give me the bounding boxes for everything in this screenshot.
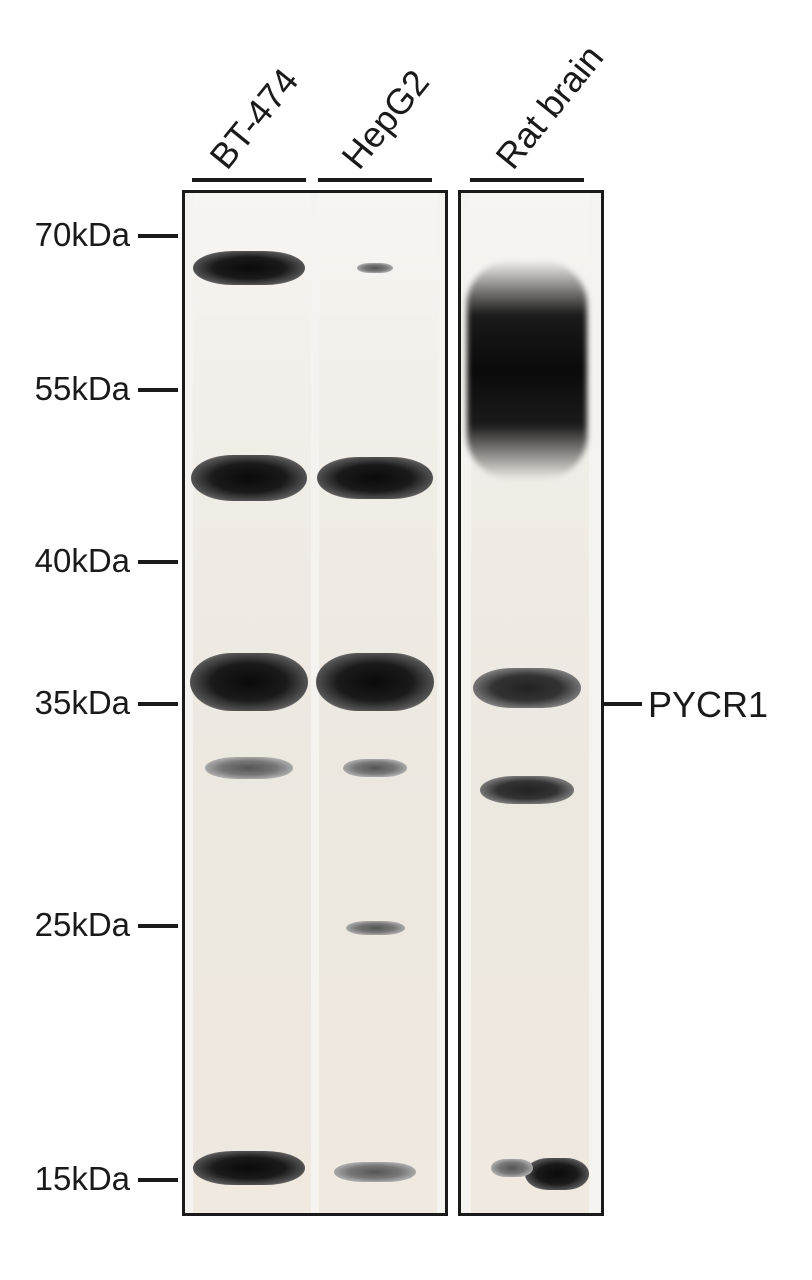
blot-band <box>316 653 434 711</box>
blot-band <box>491 1159 532 1177</box>
blot-band <box>191 455 307 501</box>
sample-label-bt474: BT-474 <box>201 60 307 177</box>
marker-tick <box>138 234 178 238</box>
sample-underline <box>192 178 306 182</box>
blot-band <box>193 251 305 285</box>
blot-band <box>193 1151 305 1185</box>
sample-underline <box>470 178 584 182</box>
blot-band <box>480 776 574 804</box>
target-tick <box>602 702 642 706</box>
blot-band <box>317 457 433 499</box>
marker-tick <box>138 560 178 564</box>
blot-band <box>346 921 405 935</box>
sample-label-ratbrain: Rat brain <box>487 37 612 177</box>
blot-band <box>525 1158 590 1190</box>
blot-band <box>343 759 408 777</box>
marker-tick <box>138 702 178 706</box>
target-label: PYCR1 <box>648 684 768 726</box>
marker-tick <box>138 388 178 392</box>
sample-label-hepg2: HepG2 <box>333 62 437 177</box>
marker-label: 35kDa <box>0 684 130 722</box>
blot-smear <box>467 260 587 480</box>
sample-underline <box>318 178 432 182</box>
blot-band <box>473 668 582 708</box>
blot-band <box>205 757 294 779</box>
blot-band <box>190 653 308 711</box>
marker-tick <box>138 1178 178 1182</box>
blot-band <box>334 1162 417 1182</box>
marker-label: 55kDa <box>0 370 130 408</box>
marker-label: 40kDa <box>0 542 130 580</box>
marker-label: 15kDa <box>0 1160 130 1198</box>
marker-label: 70kDa <box>0 216 130 254</box>
marker-label: 25kDa <box>0 906 130 944</box>
blot-figure: 70kDa 55kDa 40kDa 35kDa 25kDa 15kDa BT-4… <box>0 0 812 1280</box>
blot-band <box>357 263 392 273</box>
marker-tick <box>138 924 178 928</box>
